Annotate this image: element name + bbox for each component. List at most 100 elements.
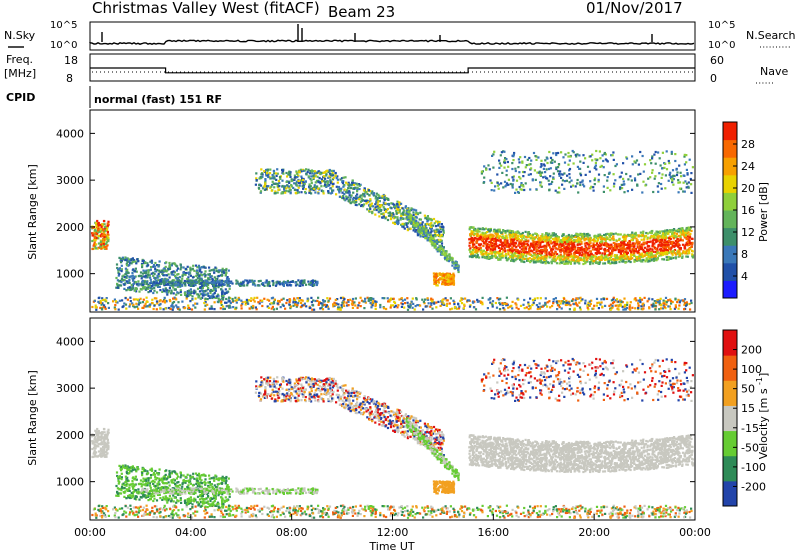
echo-cell xyxy=(143,270,146,273)
echo-cell xyxy=(413,308,416,311)
echo-cell xyxy=(600,301,603,304)
echo-cell xyxy=(628,304,632,307)
echo-cell xyxy=(646,240,649,244)
echo-cell xyxy=(225,305,228,308)
echo-cell xyxy=(411,217,414,220)
echo-cell xyxy=(326,297,329,300)
echo-cell xyxy=(204,293,207,296)
echo-cell xyxy=(572,246,575,249)
echo-cell xyxy=(362,192,365,195)
echo-cell xyxy=(224,301,227,304)
echo-cell xyxy=(132,303,135,306)
echo-cell xyxy=(125,259,129,262)
echo-cell xyxy=(446,302,449,305)
echo-cell xyxy=(509,254,512,258)
echo-cell xyxy=(352,196,355,199)
echo-cell xyxy=(140,277,143,280)
echo-cell xyxy=(346,191,349,194)
echo-cell xyxy=(386,218,390,222)
echo-cell xyxy=(600,235,604,238)
echo-cell xyxy=(200,279,203,282)
echo-cell xyxy=(161,290,164,293)
echo-cell xyxy=(347,181,350,184)
echo-cell xyxy=(550,260,553,263)
echo-cell xyxy=(341,191,344,194)
noise-panel: N.Sky 10^5 10^0 10^5 10^0 N.Search xyxy=(4,20,796,51)
echo-cell xyxy=(217,274,220,278)
echo-cell xyxy=(276,184,279,187)
echo-cell xyxy=(442,298,445,301)
echo-cell xyxy=(640,305,643,308)
echo-cell xyxy=(542,248,545,251)
echo-cell xyxy=(386,203,389,206)
echo-cell xyxy=(162,289,166,292)
echo-cell xyxy=(683,301,687,305)
echo-cell xyxy=(598,258,601,261)
echo-cell xyxy=(466,299,469,302)
echo-cell xyxy=(113,298,116,301)
echo-cell xyxy=(183,307,186,310)
echo-cell xyxy=(472,230,475,233)
echo-cell xyxy=(688,302,691,306)
echo-cell xyxy=(396,203,399,206)
echo-cell xyxy=(621,249,625,252)
echo-cell xyxy=(396,306,399,309)
echo-cell xyxy=(159,289,162,292)
echo-cell xyxy=(303,183,306,186)
echo-cell xyxy=(552,298,555,301)
echo-cell xyxy=(506,249,509,252)
echo-cell xyxy=(219,307,222,310)
echo-cell xyxy=(284,307,287,310)
echo-cell xyxy=(149,268,152,271)
echo-cell xyxy=(396,218,399,221)
echo-cell xyxy=(310,179,313,182)
echo-cell xyxy=(186,277,189,281)
echo-cell xyxy=(382,206,385,209)
echo-cell xyxy=(200,277,203,280)
echo-cell xyxy=(220,303,223,307)
echo-cell xyxy=(354,297,357,300)
echo-cell xyxy=(133,289,136,292)
echo-cell xyxy=(277,281,280,284)
echo-cell xyxy=(448,276,451,279)
echo-cell xyxy=(664,296,668,299)
echo-cell xyxy=(116,266,119,270)
echo-cell xyxy=(546,241,549,244)
echo-cell xyxy=(584,251,588,254)
echo-cell xyxy=(278,181,281,185)
echo-cell xyxy=(309,170,312,173)
echo-cell xyxy=(268,172,272,175)
echo-cell xyxy=(552,232,556,235)
echo-cell xyxy=(221,290,224,293)
echo-cell xyxy=(299,284,302,287)
echo-cell xyxy=(286,184,289,187)
echo-cell xyxy=(370,192,373,195)
echo-cell xyxy=(299,282,302,285)
echo-cell xyxy=(381,297,384,300)
echo-cell xyxy=(271,280,274,283)
echo-cell xyxy=(153,265,157,268)
echo-cell xyxy=(450,274,453,277)
echo-cell xyxy=(223,292,226,295)
echo-cell xyxy=(401,303,404,306)
echo-cell xyxy=(301,304,304,307)
echo-cell xyxy=(158,285,161,288)
echo-cell xyxy=(633,259,636,262)
echo-cell xyxy=(570,252,573,255)
echo-cell xyxy=(385,307,388,311)
echo-cell xyxy=(406,213,409,216)
echo-cell xyxy=(304,188,307,191)
echo-cell xyxy=(595,237,598,240)
echo-cell xyxy=(588,300,591,303)
echo-cell xyxy=(575,297,578,300)
echo-cell xyxy=(474,249,477,252)
echo-cell xyxy=(407,216,410,219)
echo-cell xyxy=(492,242,495,245)
echo-cell xyxy=(208,296,211,300)
echo-cell xyxy=(264,281,267,284)
echo-cell xyxy=(385,198,388,201)
echo-cell xyxy=(690,299,693,302)
echo-cell xyxy=(107,302,110,305)
echo-cell xyxy=(610,299,613,302)
echo-cell xyxy=(173,288,176,291)
